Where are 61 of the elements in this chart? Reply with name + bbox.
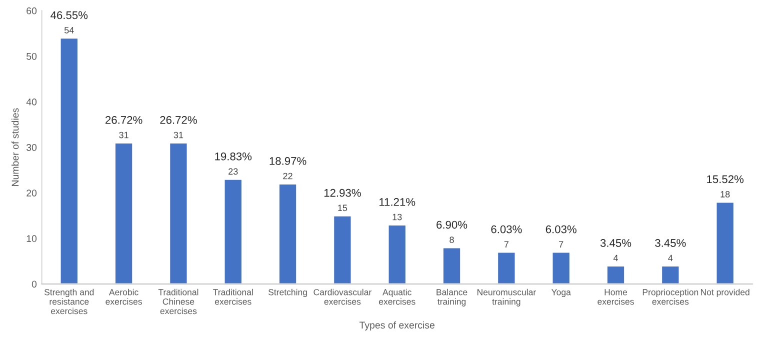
bar: [442, 246, 462, 284]
x-tick-label: Stretching: [268, 288, 307, 298]
data-label: 4: [668, 254, 673, 262]
bar: [551, 251, 571, 284]
x-tick-label: Traditional exercises: [213, 288, 253, 305]
annotation: 18.97%: [270, 157, 306, 165]
data-label: 7: [504, 241, 508, 248]
data-label: 23: [228, 168, 238, 175]
data-label: 15: [338, 204, 348, 212]
y-tick-label: 50: [26, 52, 37, 60]
y-tick-label: 10: [26, 235, 37, 242]
y-tick-label: 60: [26, 7, 37, 14]
bar: [606, 265, 626, 284]
bar: [660, 265, 680, 284]
bar: [223, 178, 243, 284]
bar: [715, 201, 735, 284]
x-tick-label: Aerobic exercises: [106, 288, 142, 305]
annotation: 3.45%: [655, 239, 686, 247]
bar: [168, 142, 188, 284]
x-tick-label: Yoga: [551, 289, 571, 298]
data-label: 18: [720, 191, 730, 198]
annotation: 6.03%: [491, 225, 522, 234]
data-label: 4: [613, 254, 618, 262]
data-label: 7: [559, 241, 564, 248]
data-label: 8: [450, 236, 454, 243]
y-tick-label: 30: [26, 144, 37, 151]
x-tick-label: Strength and resistance exercises: [44, 288, 94, 314]
annotation: 15.52%: [707, 175, 744, 184]
annotation: 26.72%: [106, 116, 142, 124]
y-tick-label: 40: [26, 98, 37, 106]
annotation: 46.55%: [50, 11, 88, 20]
x-axis-title: Types of exercise: [359, 321, 434, 330]
x-tick-label: Traditional Chinese exercises: [158, 288, 198, 314]
x-tick-label: Cardiovascular exercises: [314, 288, 372, 305]
annotation: 26.72%: [160, 116, 197, 124]
x-tick-label: Not provided: [700, 288, 750, 298]
bar: [59, 37, 79, 284]
annotation: 19.83%: [215, 152, 252, 160]
annotation: 6.90%: [436, 220, 468, 229]
annotation: 3.45%: [600, 239, 632, 247]
data-label: 22: [283, 172, 292, 180]
annotation: 12.93%: [324, 188, 361, 197]
x-tick-label: Aquatic exercises: [378, 288, 416, 305]
bar: [332, 214, 352, 284]
x-tick-label: Proprioception exercises: [642, 288, 698, 305]
bar: [114, 142, 134, 284]
bar: [387, 224, 407, 284]
y-axis-title: Number of studies: [12, 108, 19, 186]
x-tick-label: Neuromuscular training: [477, 288, 536, 306]
x-tick-label: Home exercises: [598, 289, 634, 305]
y-tick-label: 20: [26, 190, 37, 196]
bar: [496, 251, 516, 284]
data-label: 13: [392, 214, 402, 220]
data-label: 31: [174, 132, 184, 138]
bar: [278, 183, 298, 284]
data-label: 31: [119, 132, 128, 138]
annotation: 11.21%: [380, 198, 416, 206]
y-tick-label: 0: [32, 280, 37, 288]
annotation: 6.03%: [546, 225, 576, 234]
x-tick-label: Balance training: [436, 288, 468, 306]
data-label: 54: [64, 27, 74, 34]
